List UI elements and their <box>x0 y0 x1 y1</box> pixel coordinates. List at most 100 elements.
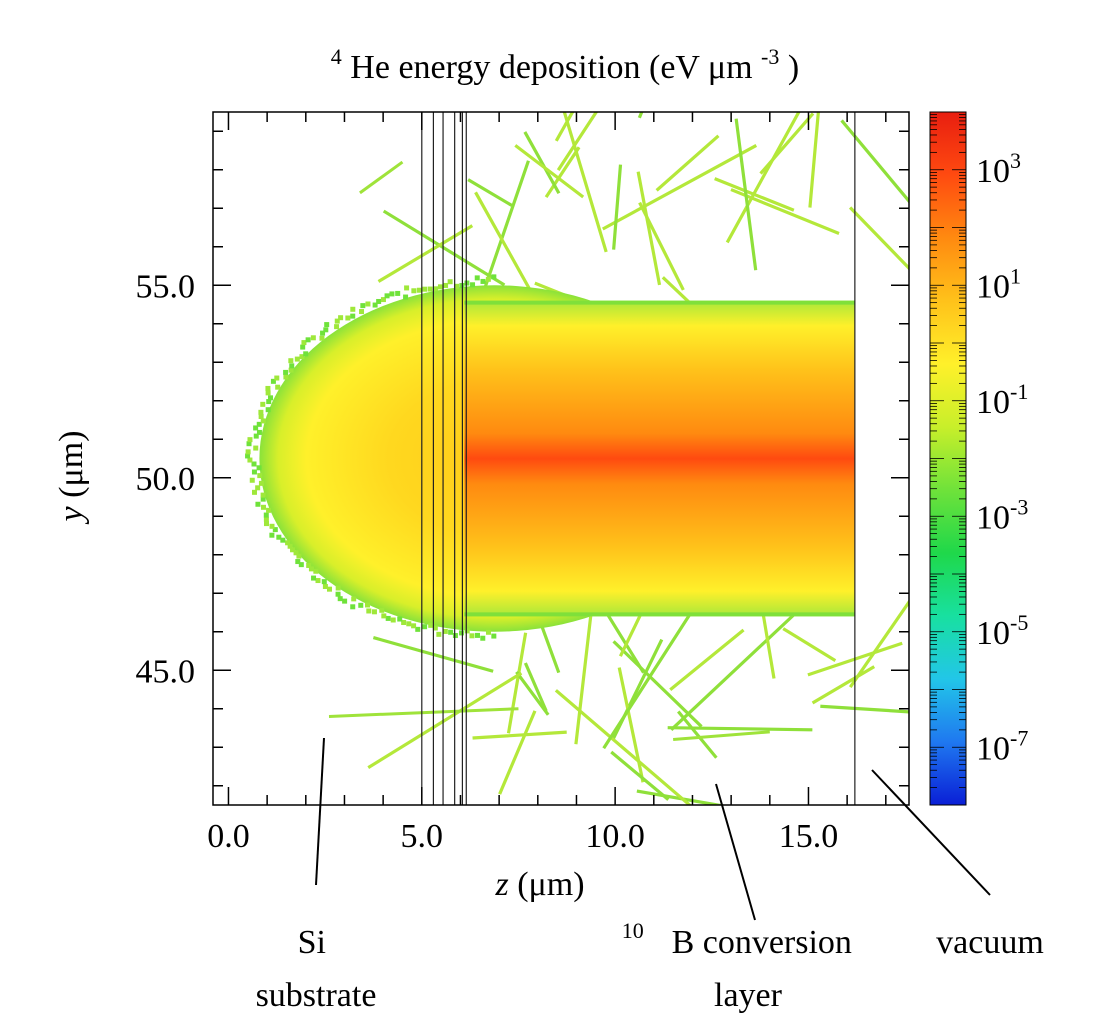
si-edge-pixel <box>480 278 486 284</box>
si-edge-pixel <box>470 282 476 288</box>
si-edge-pixel <box>288 358 294 364</box>
si-edge-pixel <box>454 283 460 289</box>
si-edge-pixel <box>389 291 395 297</box>
si-edge-pixel <box>245 449 251 455</box>
conversion-layer-pointer <box>715 783 756 921</box>
si-edge-pixel <box>263 516 269 522</box>
si-edge-pixel <box>255 501 261 507</box>
alpha-track <box>610 750 670 801</box>
si-edge-pixel <box>474 275 480 281</box>
si-edge-pixel <box>436 631 442 637</box>
alpha-track <box>602 144 758 231</box>
si-edge-pixel <box>263 512 269 518</box>
si-edge-pixel <box>276 534 282 540</box>
conversion-layer-deposition <box>464 300 855 617</box>
si-edge-pixel <box>447 279 453 285</box>
alpha-track <box>602 601 699 750</box>
si-edge-pixel <box>266 399 272 405</box>
si-edge-pixel <box>253 445 259 451</box>
alpha-track <box>359 160 404 195</box>
alpha-track <box>811 665 876 705</box>
si-edge-pixel <box>351 596 357 602</box>
si-edge-pixel <box>381 613 387 619</box>
title-unit-sup: -3 <box>761 44 779 69</box>
si-edge-pixel <box>253 425 259 431</box>
si-edge-pixel <box>258 413 264 419</box>
conversion-layer-line1: B conversion <box>672 924 852 961</box>
si-edge-pixel <box>428 622 434 628</box>
alpha-track <box>612 640 703 728</box>
si-edge-pixel <box>270 378 276 384</box>
si-edge-pixel <box>364 602 370 608</box>
si-edge-pixel <box>365 301 371 307</box>
si-edge-pixel <box>260 401 266 407</box>
colorbar-tick-label: 10-7 <box>976 725 1028 767</box>
si-edge-pixel <box>311 575 317 581</box>
axis-ticks: 0.0 5.0 10.0 15.0 45.0 50.0 55.0 <box>136 112 909 855</box>
si-edge-pixel <box>385 615 391 621</box>
colorbar-tick-label: 103 <box>976 148 1021 190</box>
si-edge-pixel <box>296 553 302 559</box>
si-edge-pixel <box>256 421 262 427</box>
si-edge-pixel <box>310 335 316 341</box>
si-edge-pixel <box>260 418 266 424</box>
si-edge-pixel <box>319 335 325 341</box>
si-edge-pixel <box>433 286 439 292</box>
si-edge-pixel <box>411 623 417 629</box>
si-edge-pixel <box>247 457 253 463</box>
colorbar-ticks: 103 101 10-1 10-3 10-5 10-7 <box>930 114 1028 806</box>
si-edge-pixel <box>268 395 274 401</box>
si-edge-pixel <box>260 496 266 502</box>
colorbar-tick-label: 101 <box>976 263 1021 305</box>
si-edge-pixel <box>350 604 356 610</box>
si-edge-pixel <box>323 327 329 333</box>
si-edge-pixel <box>464 280 470 286</box>
si-edge-pixel <box>401 619 407 625</box>
si-edge-pixel <box>485 629 491 635</box>
alpha-track <box>554 112 575 142</box>
si-edge-pixel <box>299 354 305 360</box>
si-edge-pixel <box>287 543 293 549</box>
alpha-track <box>377 224 474 283</box>
alpha-track <box>636 789 728 805</box>
si-edge-pixel <box>295 559 301 565</box>
si-edge-pixel <box>256 465 262 471</box>
si-edge-pixel <box>305 337 311 343</box>
si-edge-pixel <box>334 324 340 330</box>
si-edge-pixel <box>320 330 326 336</box>
si-edge-pixel <box>452 633 458 639</box>
si-edge-pixel <box>397 616 403 622</box>
si-edge-pixel <box>264 521 270 527</box>
y-axis-label: y (μm) <box>53 431 90 525</box>
si-edge-pixel <box>289 363 295 369</box>
si-substrate-line2: substrate <box>256 977 377 1014</box>
si-edge-pixel <box>395 290 401 296</box>
si-edge-pixel <box>469 633 475 639</box>
si-substrate-pointer <box>315 737 325 886</box>
alpha-track <box>669 628 745 691</box>
si-edge-pixel <box>321 579 327 585</box>
si-edge-pixel <box>266 507 272 513</box>
conversion-layer-label: 10 B conversion layer <box>622 909 861 1014</box>
si-edge-pixel <box>480 635 486 641</box>
si-edge-pixel <box>308 566 314 572</box>
si-edge-pixel <box>246 441 252 447</box>
si-edge-pixel <box>306 562 312 568</box>
si-edge-pixel <box>324 322 330 328</box>
conversion-layer-sup: 10 <box>622 918 644 943</box>
alpha-track <box>467 178 513 207</box>
alpha-track <box>673 730 770 742</box>
chart-title: 4 He energy deposition (eV μm -3 ) <box>331 35 799 86</box>
alpha-track <box>562 112 608 253</box>
si-edge-pixel <box>384 293 390 299</box>
y-axis-unit: (μm) <box>53 431 90 498</box>
alpha-track <box>382 209 506 287</box>
si-edge-pixel <box>443 282 449 288</box>
si-edge-pixel <box>249 477 255 483</box>
si-edge-pixel <box>260 492 266 498</box>
si-substrate-label: Si substrate <box>256 924 377 1014</box>
si-edge-pixel <box>251 489 257 495</box>
y-tick-label: 50.0 <box>136 461 196 498</box>
alpha-track <box>677 710 718 759</box>
